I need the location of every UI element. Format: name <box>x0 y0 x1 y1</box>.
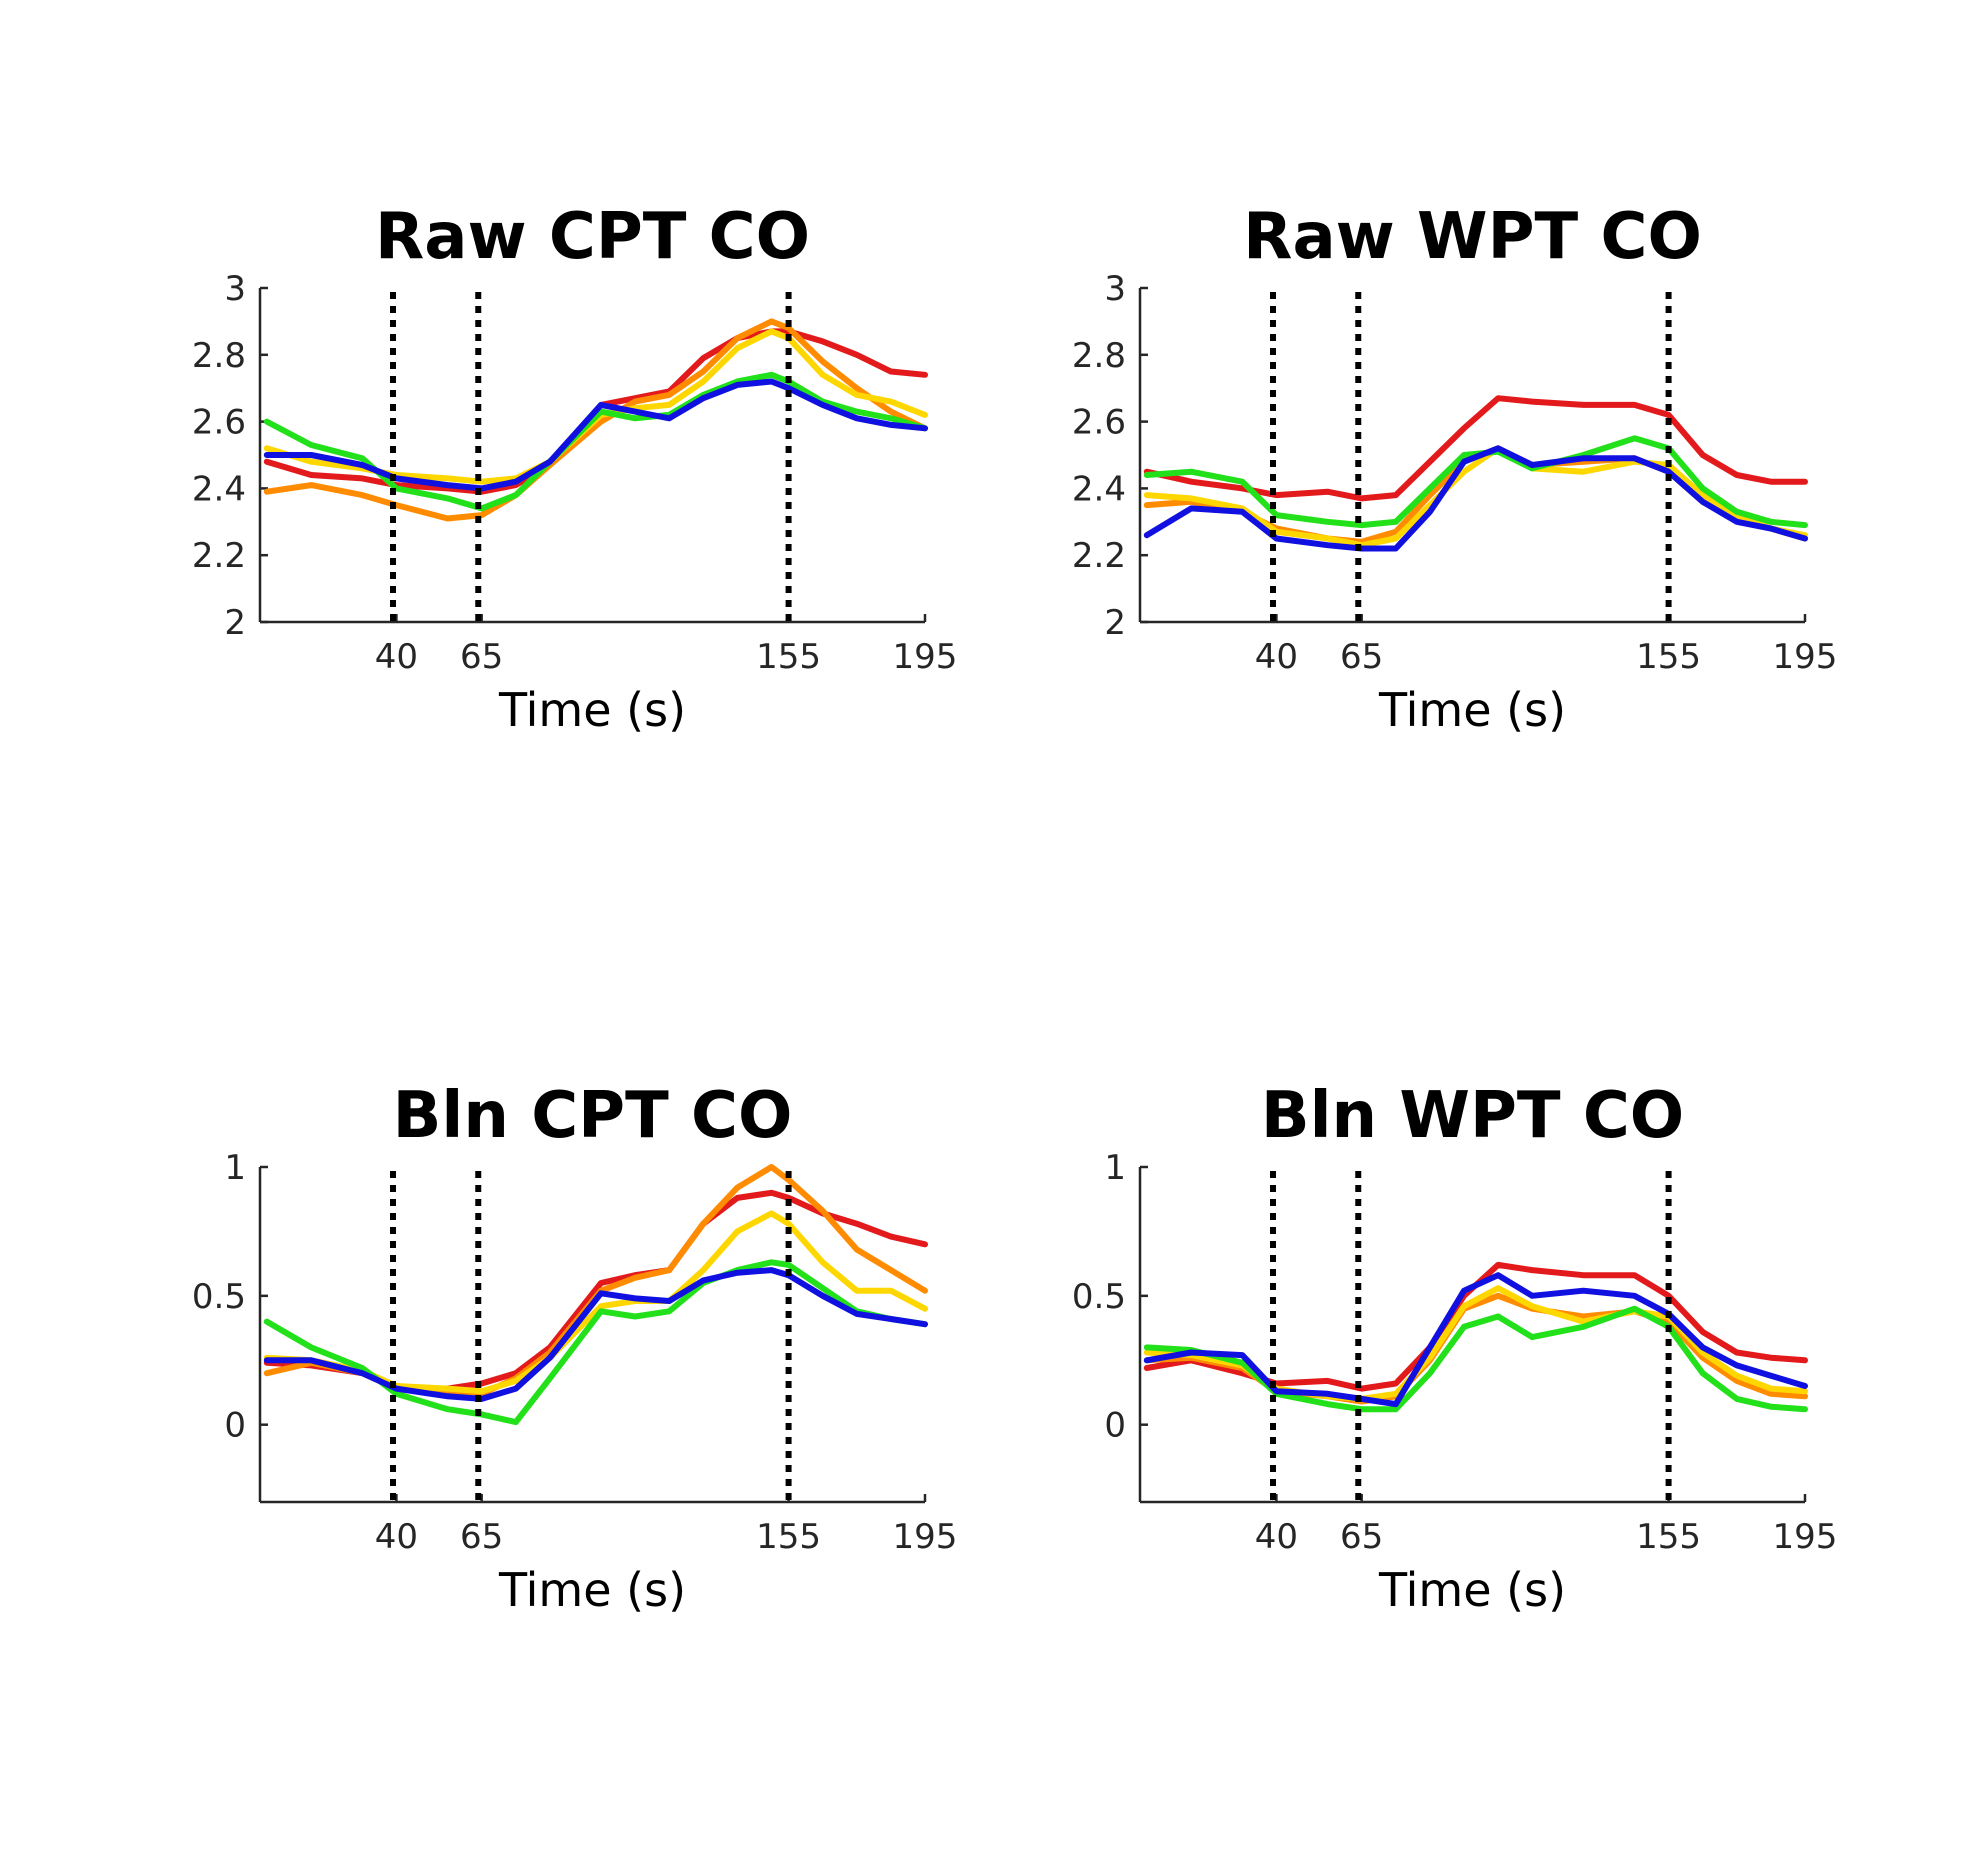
x-tick-label: 40 <box>1255 1517 1298 1557</box>
y-tick-label: 3 <box>224 269 246 309</box>
x-tick-label: 65 <box>1340 1517 1383 1557</box>
y-tick-label: 2.4 <box>192 469 246 509</box>
y-tick-label: 0 <box>224 1406 246 1446</box>
chart-panel-4: Bln WPT CO 0 0.5 1 40 65 155 195 Time (s) <box>1072 1079 1838 1617</box>
x-tick-label: 195 <box>893 1517 958 1557</box>
x-tick-label: 155 <box>756 637 821 677</box>
chart-panel-1: Raw CPT CO 2 2.2 2.4 2.6 2.8 3 40 65 155 195 Time (… <box>192 200 958 737</box>
series-line-yellow <box>1143 445 1808 549</box>
x-tick-label: 40 <box>375 637 418 677</box>
x-tick-label: 155 <box>756 1517 821 1557</box>
x-tick-label: 40 <box>375 1517 418 1557</box>
y-tick-label: 1 <box>224 1148 246 1188</box>
y-tick-label: 2.2 <box>1072 536 1126 576</box>
y-tick-label: 3 <box>1104 269 1126 309</box>
x-axis-label: Time (s) <box>1378 683 1566 737</box>
chart-title: Bln WPT CO <box>1261 1079 1684 1153</box>
chart-title: Raw CPT CO <box>375 200 810 274</box>
x-tick-label: 195 <box>1773 1517 1838 1557</box>
y-tick-label: 0.5 <box>1072 1277 1126 1317</box>
x-axis-label: Time (s) <box>498 683 686 737</box>
x-tick-label: 65 <box>460 637 503 677</box>
series-line-yellow <box>263 328 928 485</box>
y-tick-label: 2.8 <box>1072 336 1126 376</box>
y-tick-label: 2.4 <box>1072 469 1126 509</box>
y-tick-label: 1 <box>1104 1148 1126 1188</box>
x-axis-label: Time (s) <box>1378 1563 1566 1617</box>
x-tick-label: 65 <box>460 1517 503 1557</box>
x-axis-label: Time (s) <box>498 1563 686 1617</box>
y-tick-label: 2.6 <box>192 403 246 443</box>
series-line-blue <box>263 378 928 492</box>
y-tick-label: 2.8 <box>192 336 246 376</box>
series-line-orange <box>263 318 928 522</box>
y-tick-label: 2 <box>224 603 246 643</box>
series-line-green <box>263 1259 928 1426</box>
x-tick-label: 195 <box>893 637 958 677</box>
chart-title: Bln CPT CO <box>393 1079 793 1153</box>
series-line-blue <box>263 1267 928 1402</box>
x-tick-label: 40 <box>1255 637 1298 677</box>
series-line-green <box>263 371 928 512</box>
chart-panel-2: Raw WPT CO 2 2.2 2.4 2.6 2.8 3 40 65 155 195 Time (… <box>1072 200 1838 737</box>
y-tick-label: 0 <box>1104 1406 1126 1446</box>
y-tick-label: 0.5 <box>192 1277 246 1317</box>
y-tick-label: 2.6 <box>1072 403 1126 443</box>
y-tick-label: 2.2 <box>192 536 246 576</box>
chart-panel-3: Bln CPT CO 0 0.5 1 40 65 155 195 Time (s) <box>192 1079 958 1617</box>
chart-title: Raw WPT CO <box>1243 200 1702 274</box>
y-tick-label: 2 <box>1104 603 1126 643</box>
x-tick-label: 195 <box>1773 637 1838 677</box>
x-tick-label: 155 <box>1636 1517 1701 1557</box>
series-line-orange <box>263 1164 928 1397</box>
x-tick-label: 65 <box>1340 637 1383 677</box>
x-tick-label: 155 <box>1636 637 1701 677</box>
series-line-blue <box>1143 1272 1808 1408</box>
